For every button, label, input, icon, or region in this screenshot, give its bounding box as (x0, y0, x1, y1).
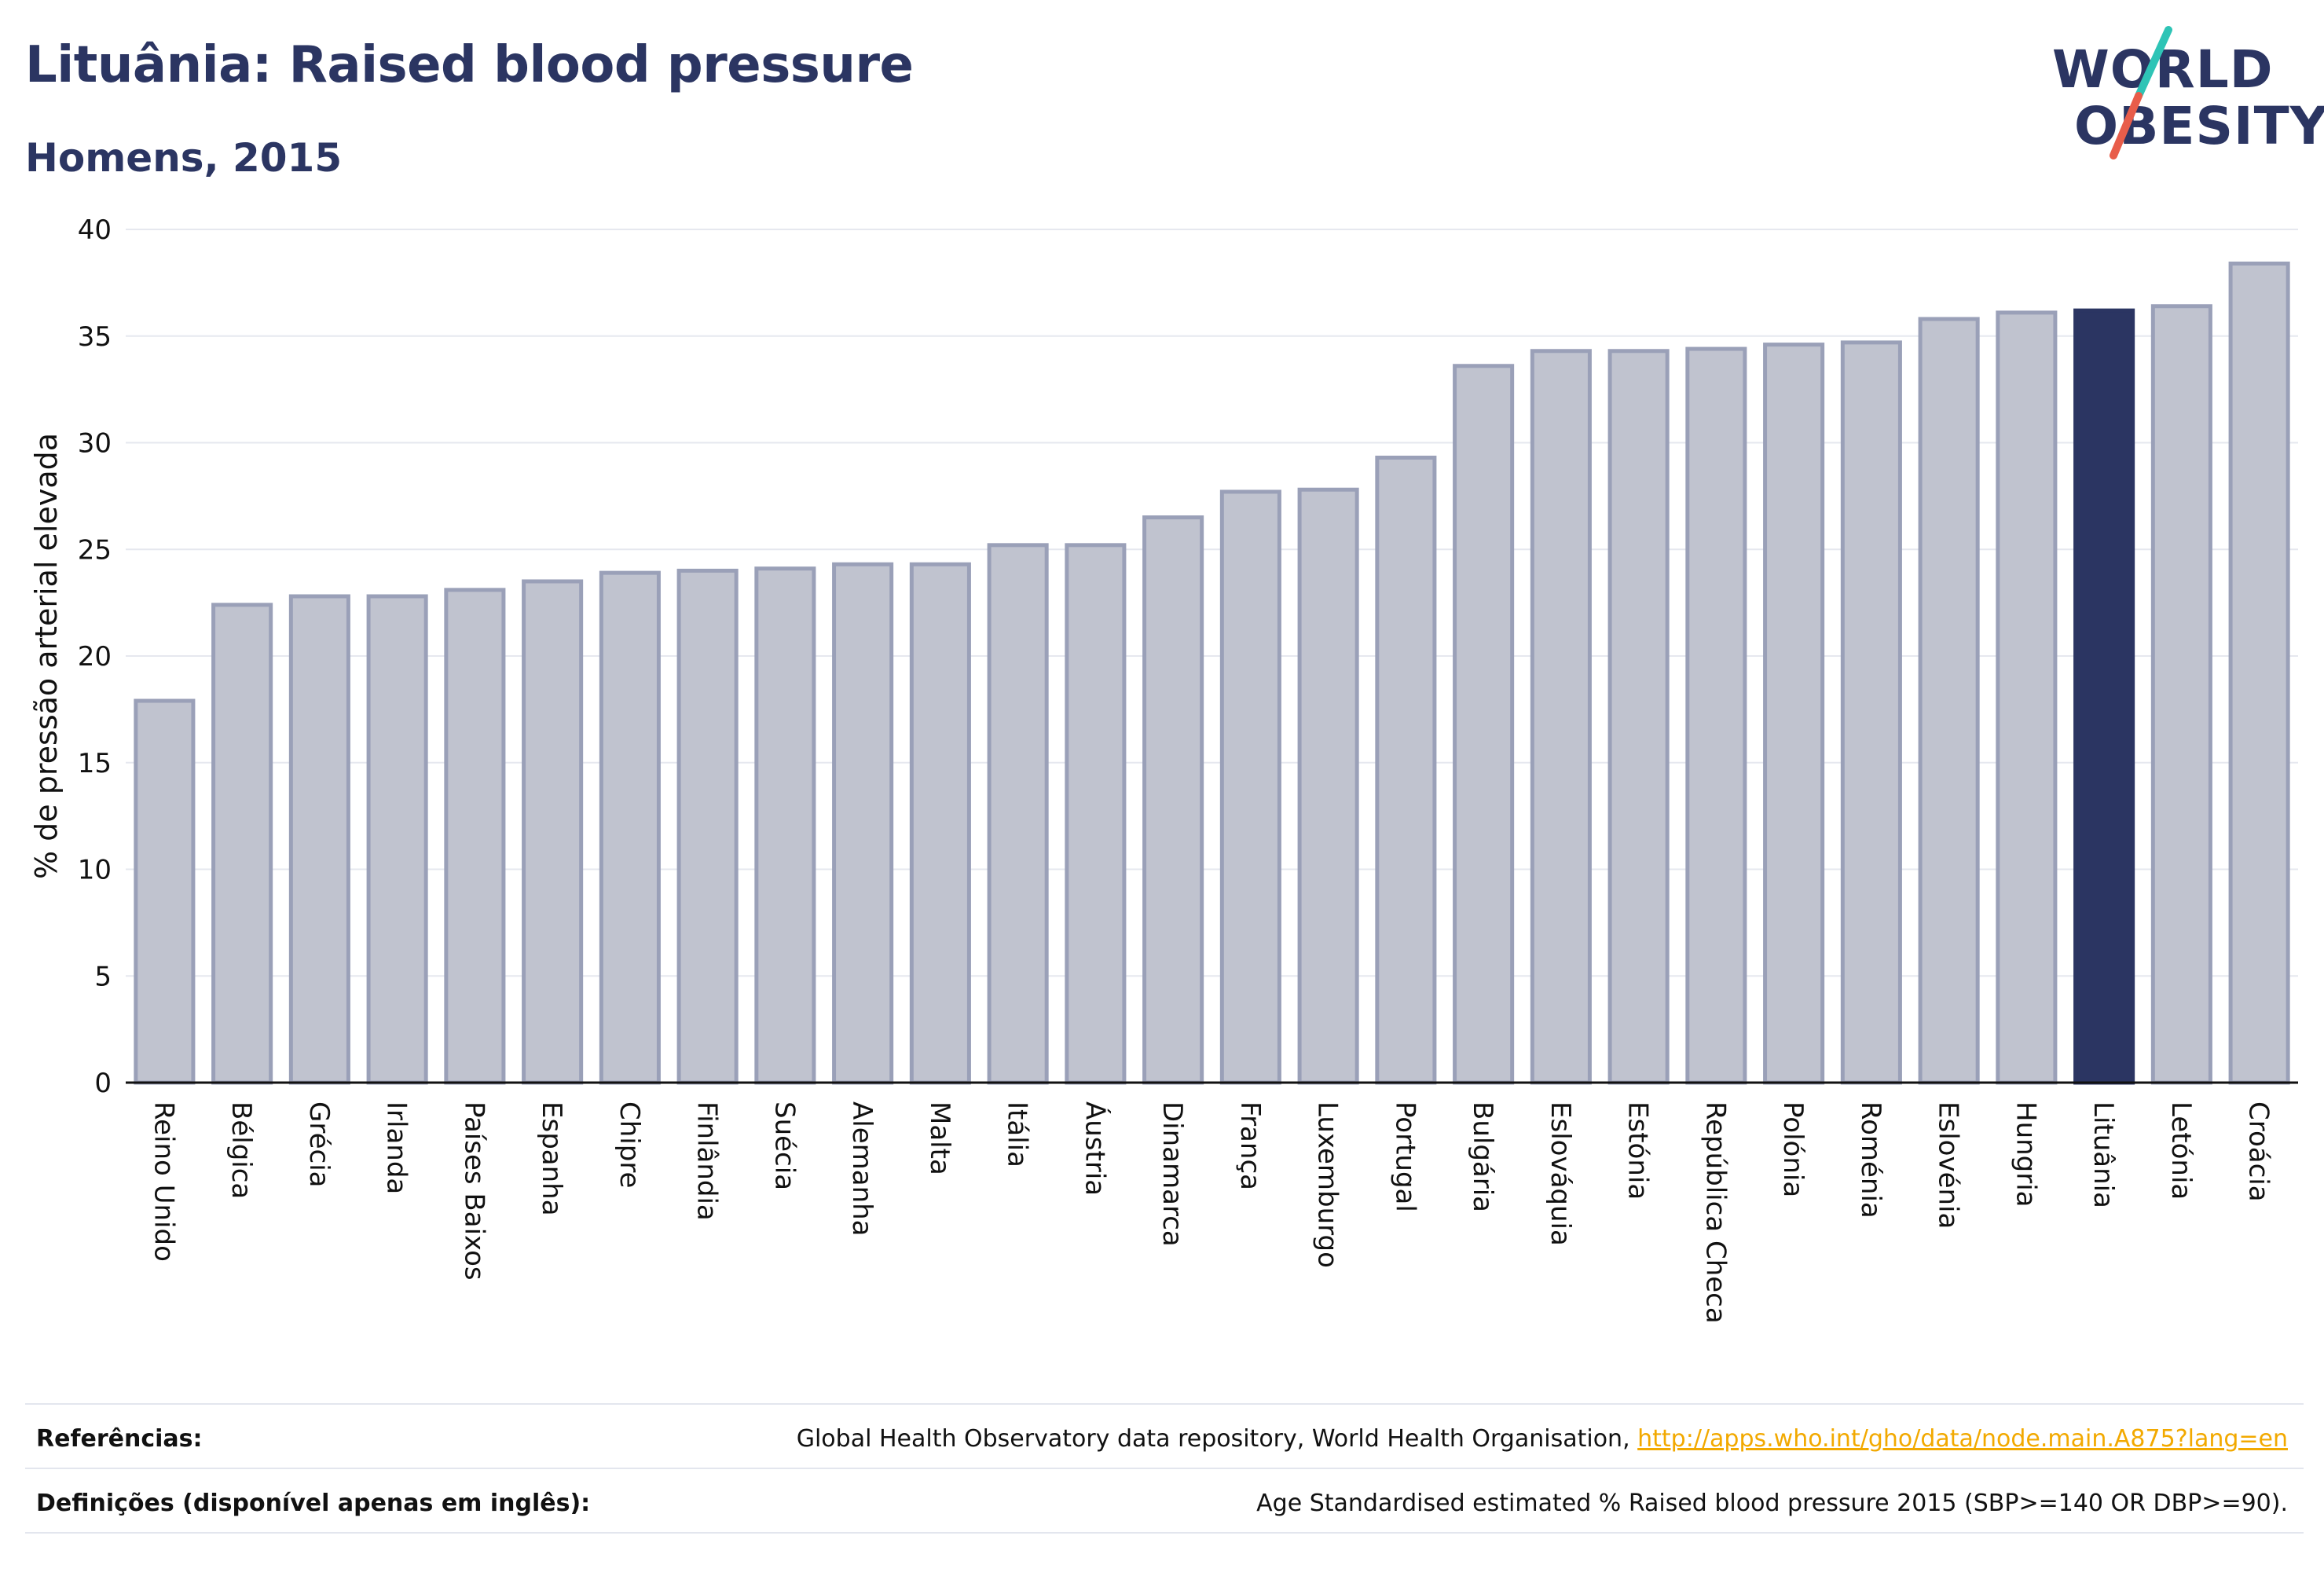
bar (1840, 340, 1902, 1085)
bar (987, 543, 1049, 1085)
bar (754, 566, 816, 1085)
bar (288, 594, 350, 1085)
x-tick-label: Portugal (1389, 1101, 1420, 1212)
x-tick-label: Hungria (2010, 1101, 2041, 1208)
bar (522, 579, 584, 1085)
y-tick-label: 5 (94, 961, 112, 992)
x-tick-label: Reino Unido (148, 1101, 179, 1262)
bar (366, 594, 428, 1085)
y-tick-label: 15 (78, 748, 112, 779)
y-tick-label: 30 (78, 428, 112, 460)
bar (2073, 308, 2135, 1085)
chart-title: Lituânia: Raised blood pressure (25, 36, 914, 94)
x-tick-label: Eslováquia (1545, 1101, 1576, 1246)
bar (134, 698, 196, 1085)
x-tick-label: Grécia (303, 1101, 335, 1187)
bar (1219, 489, 1281, 1085)
x-tick-label: República Checa (1699, 1101, 1731, 1324)
x-tick-label: Estónia (1622, 1101, 1654, 1200)
definitions-text: Age Standardised estimated % Raised bloo… (1256, 1490, 2288, 1517)
x-tick-label: Irlanda (381, 1101, 412, 1194)
y-axis-label: % de pressão arterial elevada (29, 433, 64, 879)
references-text: Global Health Observatory data repositor… (796, 1425, 1638, 1453)
bar (1297, 487, 1359, 1085)
bar (599, 570, 661, 1085)
bar (1996, 310, 2058, 1085)
x-tick-label: França (1234, 1101, 1266, 1190)
world-obesity-logo: WORLD OBESITY (2043, 24, 2324, 165)
y-tick-label: 20 (78, 641, 112, 673)
x-tick-label: Chipre (614, 1101, 645, 1188)
x-tick-label: Lituânia (2088, 1101, 2119, 1208)
footer-divider (25, 1468, 2304, 1469)
references-label: Referências: (36, 1425, 203, 1453)
x-tick-label: Polónia (1777, 1101, 1809, 1197)
bar (1763, 343, 1825, 1085)
bar (1065, 543, 1127, 1085)
definitions-label: Definições (disponível apenas em inglês)… (36, 1490, 591, 1517)
x-tick-label: Espanha (536, 1101, 567, 1216)
bar-chart: 0 5 10 15 20 25 30 35 40 % de pressão arterial el… (29, 214, 2298, 1324)
bar (1142, 515, 1204, 1085)
x-tick-label: Luxemburgo (1312, 1101, 1343, 1268)
x-tick-label: Bulgária (1467, 1101, 1498, 1212)
bar (1530, 349, 1592, 1085)
bar (1607, 349, 1670, 1085)
logo-slash-icon (2110, 26, 2172, 159)
x-tick-label: Itália (1002, 1101, 1033, 1167)
x-tick-label: Roménia (1855, 1101, 1886, 1219)
x-tick-label: Dinamarca (1157, 1101, 1188, 1247)
bar (1453, 364, 1515, 1085)
y-tick-label: 35 (78, 321, 112, 353)
bar (676, 568, 739, 1085)
bar (909, 562, 971, 1085)
references-link[interactable]: http://apps.who.int/gho/data/node.main.A… (1637, 1425, 2288, 1453)
footer-divider (25, 1532, 2304, 1534)
x-tick-label: Letónia (2165, 1101, 2197, 1200)
x-tick-label: Malta (924, 1101, 955, 1175)
y-tick-label: 25 (78, 534, 112, 566)
references-value: Global Health Observatory data repositor… (797, 1425, 2288, 1453)
chart-subtitle: Homens, 2015 (25, 135, 343, 181)
bar (211, 603, 273, 1085)
y-tick-label: 40 (78, 214, 112, 246)
x-tick-label: Croácia (2243, 1101, 2275, 1202)
x-tick-label: Eslovénia (1933, 1101, 1964, 1229)
footer-divider (25, 1403, 2304, 1405)
x-tick-label: Suécia (768, 1101, 800, 1190)
x-tick-label: Alemanha (846, 1101, 878, 1237)
x-tick-label: Finlândia (691, 1101, 723, 1221)
y-tick-label: 10 (78, 855, 112, 886)
y-tick-label: 0 (94, 1068, 112, 1099)
bar (1685, 346, 1747, 1085)
bar (2150, 304, 2212, 1085)
x-tick-label: Bélgica (225, 1101, 257, 1199)
bar (1375, 456, 1437, 1085)
bar (832, 562, 894, 1085)
bar (1918, 317, 1980, 1085)
x-tick-label: Países Baixos (458, 1101, 489, 1281)
x-tick-label: Áustria (1079, 1101, 1111, 1196)
bar (444, 588, 506, 1085)
bar (2228, 261, 2290, 1085)
